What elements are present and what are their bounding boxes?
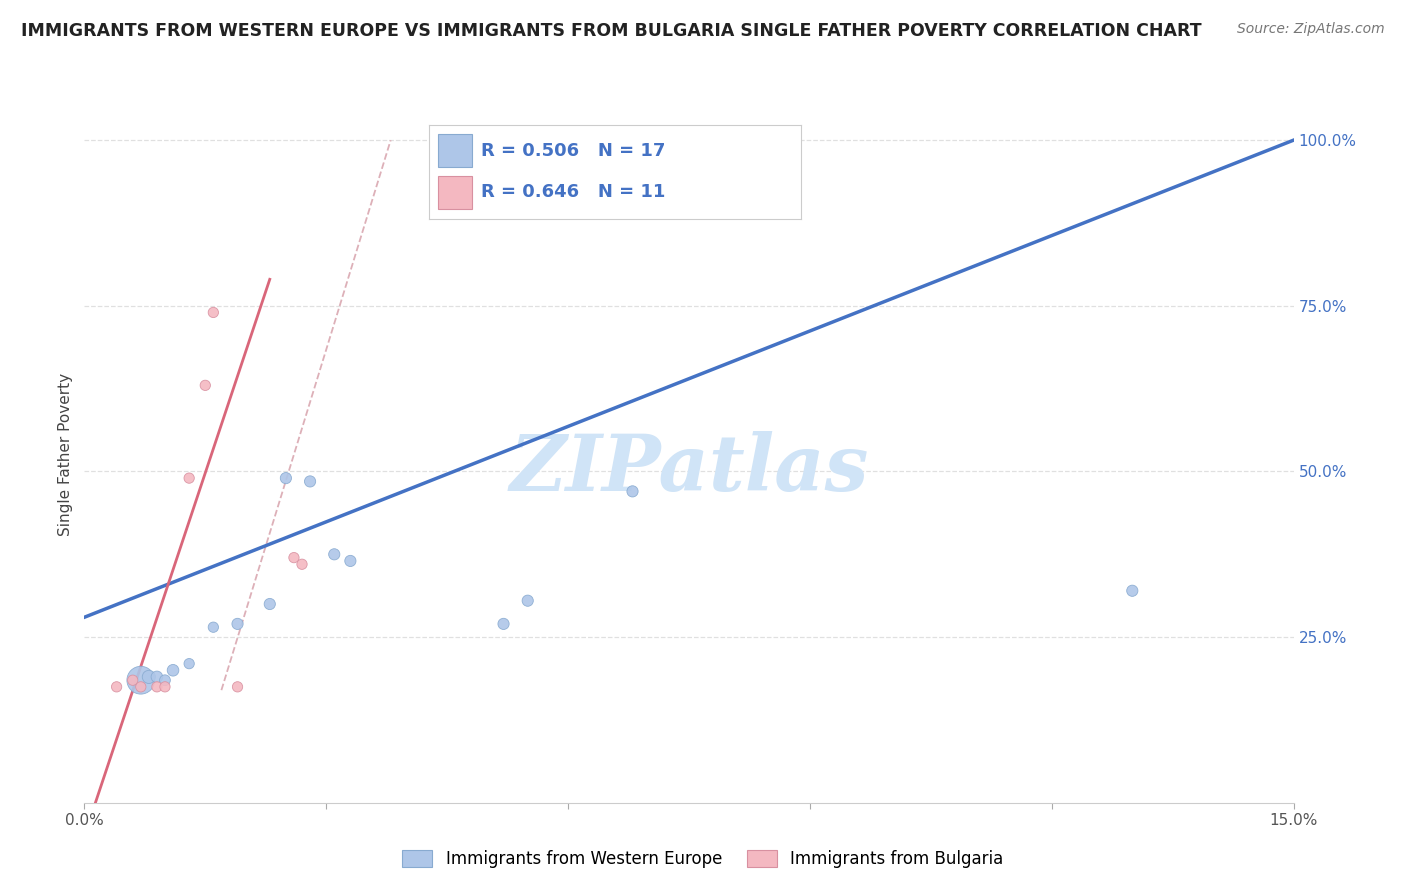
Point xyxy=(299,475,322,489)
Point xyxy=(492,616,515,631)
Bar xyxy=(439,134,471,167)
Point xyxy=(179,471,201,485)
Point xyxy=(121,673,143,688)
Point xyxy=(291,558,314,572)
Point xyxy=(323,547,346,561)
Legend: Immigrants from Western Europe, Immigrants from Bulgaria: Immigrants from Western Europe, Immigran… xyxy=(395,843,1011,875)
Point xyxy=(283,550,305,565)
Point xyxy=(146,680,169,694)
Y-axis label: Single Father Poverty: Single Father Poverty xyxy=(58,374,73,536)
Point xyxy=(274,471,297,485)
Point xyxy=(1121,583,1143,598)
Text: Source: ZipAtlas.com: Source: ZipAtlas.com xyxy=(1237,22,1385,37)
Point xyxy=(226,616,249,631)
Point xyxy=(129,680,152,694)
Text: R = 0.646   N = 11: R = 0.646 N = 11 xyxy=(481,183,665,201)
Text: IMMIGRANTS FROM WESTERN EUROPE VS IMMIGRANTS FROM BULGARIA SINGLE FATHER POVERTY: IMMIGRANTS FROM WESTERN EUROPE VS IMMIGR… xyxy=(21,22,1202,40)
Point xyxy=(153,673,176,688)
Point xyxy=(105,680,128,694)
Point xyxy=(138,670,160,684)
Point xyxy=(226,680,249,694)
Point xyxy=(162,663,184,677)
Point xyxy=(153,680,176,694)
Text: R = 0.506   N = 17: R = 0.506 N = 17 xyxy=(481,142,665,160)
Point xyxy=(194,378,217,392)
Point xyxy=(202,620,225,634)
Point xyxy=(516,593,538,607)
Point xyxy=(202,305,225,319)
Bar xyxy=(439,177,471,210)
Point xyxy=(129,673,152,688)
Point xyxy=(621,484,644,499)
Point xyxy=(146,670,169,684)
Text: ZIPatlas: ZIPatlas xyxy=(509,431,869,507)
Point xyxy=(179,657,201,671)
Point xyxy=(259,597,281,611)
Point xyxy=(339,554,361,568)
